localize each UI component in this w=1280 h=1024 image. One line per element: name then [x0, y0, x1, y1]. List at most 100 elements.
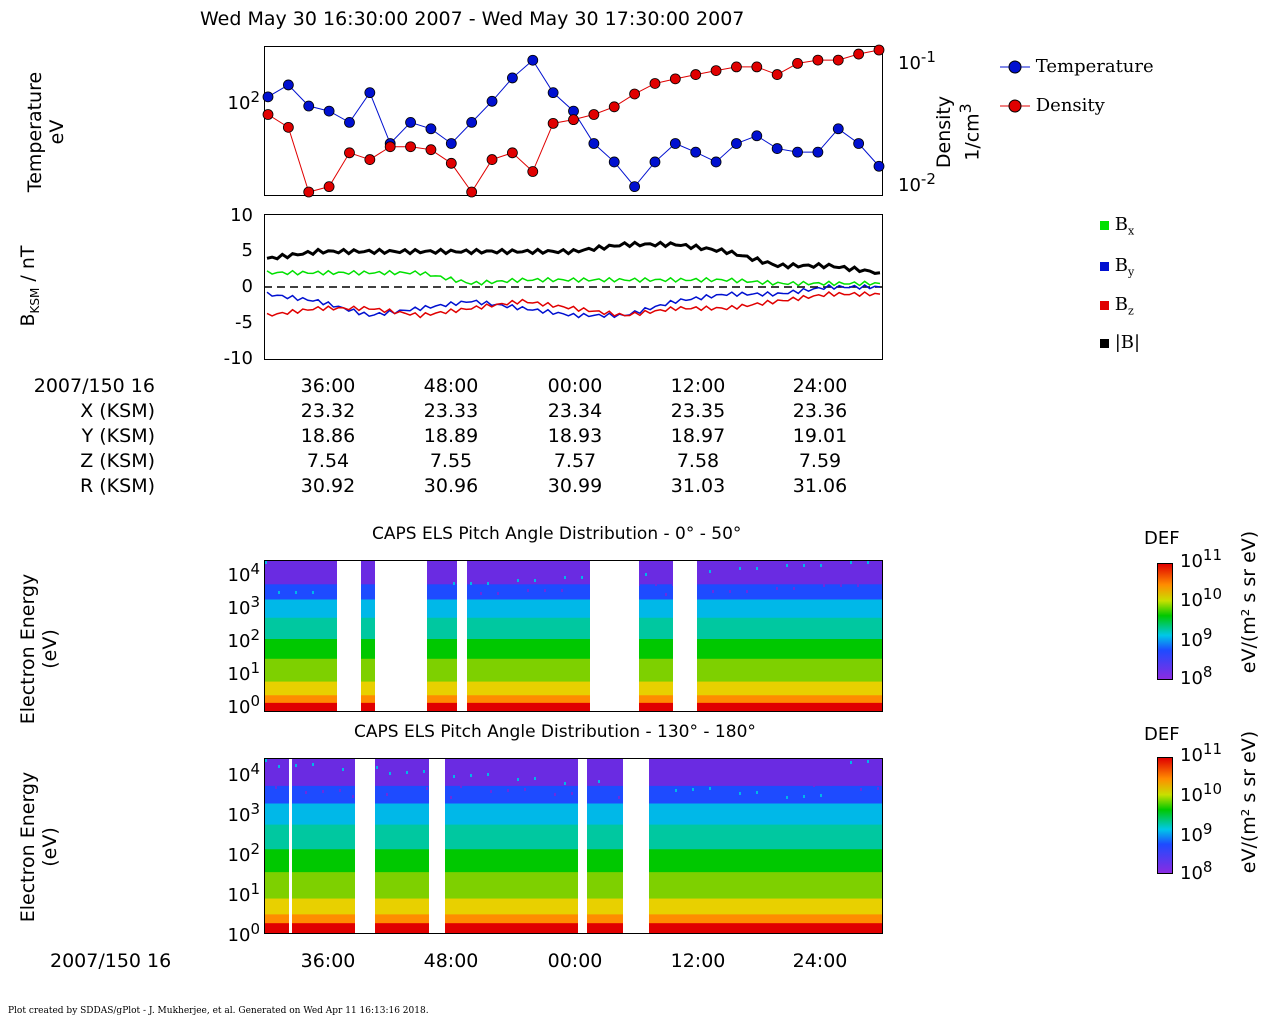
energy-tick: 103: [227, 593, 260, 619]
temperature-point: [425, 123, 437, 135]
spectrogram-band: [265, 898, 882, 915]
spectrogram-data-gap: [429, 759, 445, 933]
temperature-point: [812, 146, 824, 158]
series-line-bmagbmag: [266, 240, 881, 275]
spectrogram1-plot: [264, 560, 883, 712]
spectrogram-speckle: [823, 584, 825, 587]
spectrogram-band: [265, 913, 882, 924]
spectrogram-speckle: [655, 583, 657, 586]
magnetic-field-traces: [264, 240, 883, 319]
spectrogram-speckle: [702, 777, 704, 780]
density-point: [262, 109, 274, 120]
spectrogram-speckle: [423, 770, 425, 773]
colorbar2-tick: 1011: [1180, 740, 1222, 766]
legend-bx: Bx: [1100, 214, 1134, 238]
temperature-point: [527, 54, 539, 66]
spectrogram-speckle: [598, 780, 600, 783]
spectrogram-speckle: [749, 577, 751, 580]
ephemeris-cell: 30.99: [547, 475, 603, 497]
series-line-bbx: [266, 269, 881, 287]
spectrogram-speckle: [487, 582, 489, 585]
energy-tick: 102: [227, 626, 260, 652]
temperature-point: [751, 130, 763, 142]
spectrogram-speckle: [524, 788, 526, 791]
spectrogram-speckle: [278, 765, 280, 768]
density-point: [873, 44, 885, 56]
temperature-axis-label: Temperature eV: [24, 71, 68, 193]
spectrogram-speckle: [729, 765, 731, 768]
temperature-point: [832, 123, 844, 135]
colorbar2-unit: eV/(m² s sr eV): [1238, 730, 1260, 874]
spectrogram-speckle: [312, 591, 314, 594]
spectrogram-speckle: [840, 772, 842, 775]
spectrogram-speckle: [820, 564, 822, 567]
ephemeris-cell: 18.97: [670, 425, 726, 447]
ephemeris-cell: 12:00: [670, 375, 726, 397]
spectrogram-speckle: [746, 764, 748, 767]
spectrogram-speckle: [739, 567, 741, 570]
spectrogram-speckle: [783, 577, 785, 580]
density-point: [568, 114, 579, 126]
bottom-axis-tick: 24:00: [792, 950, 848, 972]
spectrogram-speckle: [285, 775, 287, 778]
colorbar1-tick: 1010: [1180, 585, 1222, 611]
density-point: [344, 147, 355, 159]
spectrogram-speckle: [729, 590, 731, 593]
temperature-point: [690, 146, 702, 158]
spectrogram-speckle: [820, 794, 822, 797]
density-point: [751, 61, 763, 73]
spectrogram-speckle: [352, 795, 354, 798]
bfield-tick-5: 5: [241, 240, 253, 261]
density-point: [384, 141, 396, 153]
spectrogram-speckle: [813, 784, 815, 787]
spectrogram-speckle: [497, 592, 499, 595]
spectrogram-speckle: [682, 761, 684, 764]
density-point: [527, 166, 539, 177]
ephemeris-cell: 7.59: [798, 450, 842, 472]
spectrogram-speckle: [786, 564, 788, 567]
spectrogram-speckle: [860, 788, 862, 791]
spectrogram-speckle: [268, 581, 270, 584]
spectrogram-speckle: [416, 760, 418, 763]
ephemeris-cell: 18.86: [300, 425, 356, 447]
spectrogram-speckle: [665, 593, 667, 596]
colorbar2-tick: 1010: [1180, 780, 1222, 806]
density-tick-top: 10-1: [898, 48, 936, 74]
spectrogram-speckle: [433, 562, 435, 565]
ephemeris-row-label: X (KSM): [80, 400, 155, 422]
spectrogram-data-gap: [590, 561, 639, 711]
spectrogram-speckle: [487, 773, 489, 776]
energy-tick: 104: [227, 560, 260, 586]
spectrogram-speckle: [857, 771, 859, 774]
ephemeris-cell: 7.58: [676, 450, 720, 472]
spectrogram-speckle: [850, 561, 852, 564]
spectrogram-speckle: [507, 789, 509, 792]
density-point: [792, 58, 803, 69]
bfield-tick-minus5: -5: [235, 312, 253, 333]
ephemeris-cell: 7.54: [306, 450, 350, 472]
spectrogram-speckle: [709, 570, 711, 573]
spectrogram-speckle: [315, 780, 317, 783]
spectrogram-speckle: [285, 581, 287, 584]
spectrogram-speckle: [803, 795, 805, 798]
spectrogram-speckle: [369, 565, 371, 568]
spectrogram-speckle: [803, 564, 805, 567]
spectrogram-speckle: [591, 770, 593, 773]
ephemeris-cell: 18.89: [423, 425, 479, 447]
spectrogram-data-gap: [623, 759, 649, 933]
spectrogram-band: [265, 803, 882, 825]
spectrogram-speckle: [497, 762, 499, 765]
density-point: [445, 157, 457, 169]
energy-tick: 101: [227, 659, 260, 685]
spectrogram-speckle: [527, 589, 529, 592]
spectrogram-speckle: [793, 768, 795, 771]
spectrogram-speckle: [463, 764, 465, 767]
spectrogram-speckle: [450, 796, 452, 799]
spectrogram-speckle: [786, 796, 788, 799]
spectrogram-speckle: [675, 789, 677, 792]
spectrogram-speckle: [645, 573, 647, 576]
ephemeris-row-label: 2007/150 16: [33, 375, 155, 397]
density-point: [731, 61, 742, 73]
spectrogram-speckle: [840, 584, 842, 587]
spectrogram-speckle: [867, 760, 869, 763]
